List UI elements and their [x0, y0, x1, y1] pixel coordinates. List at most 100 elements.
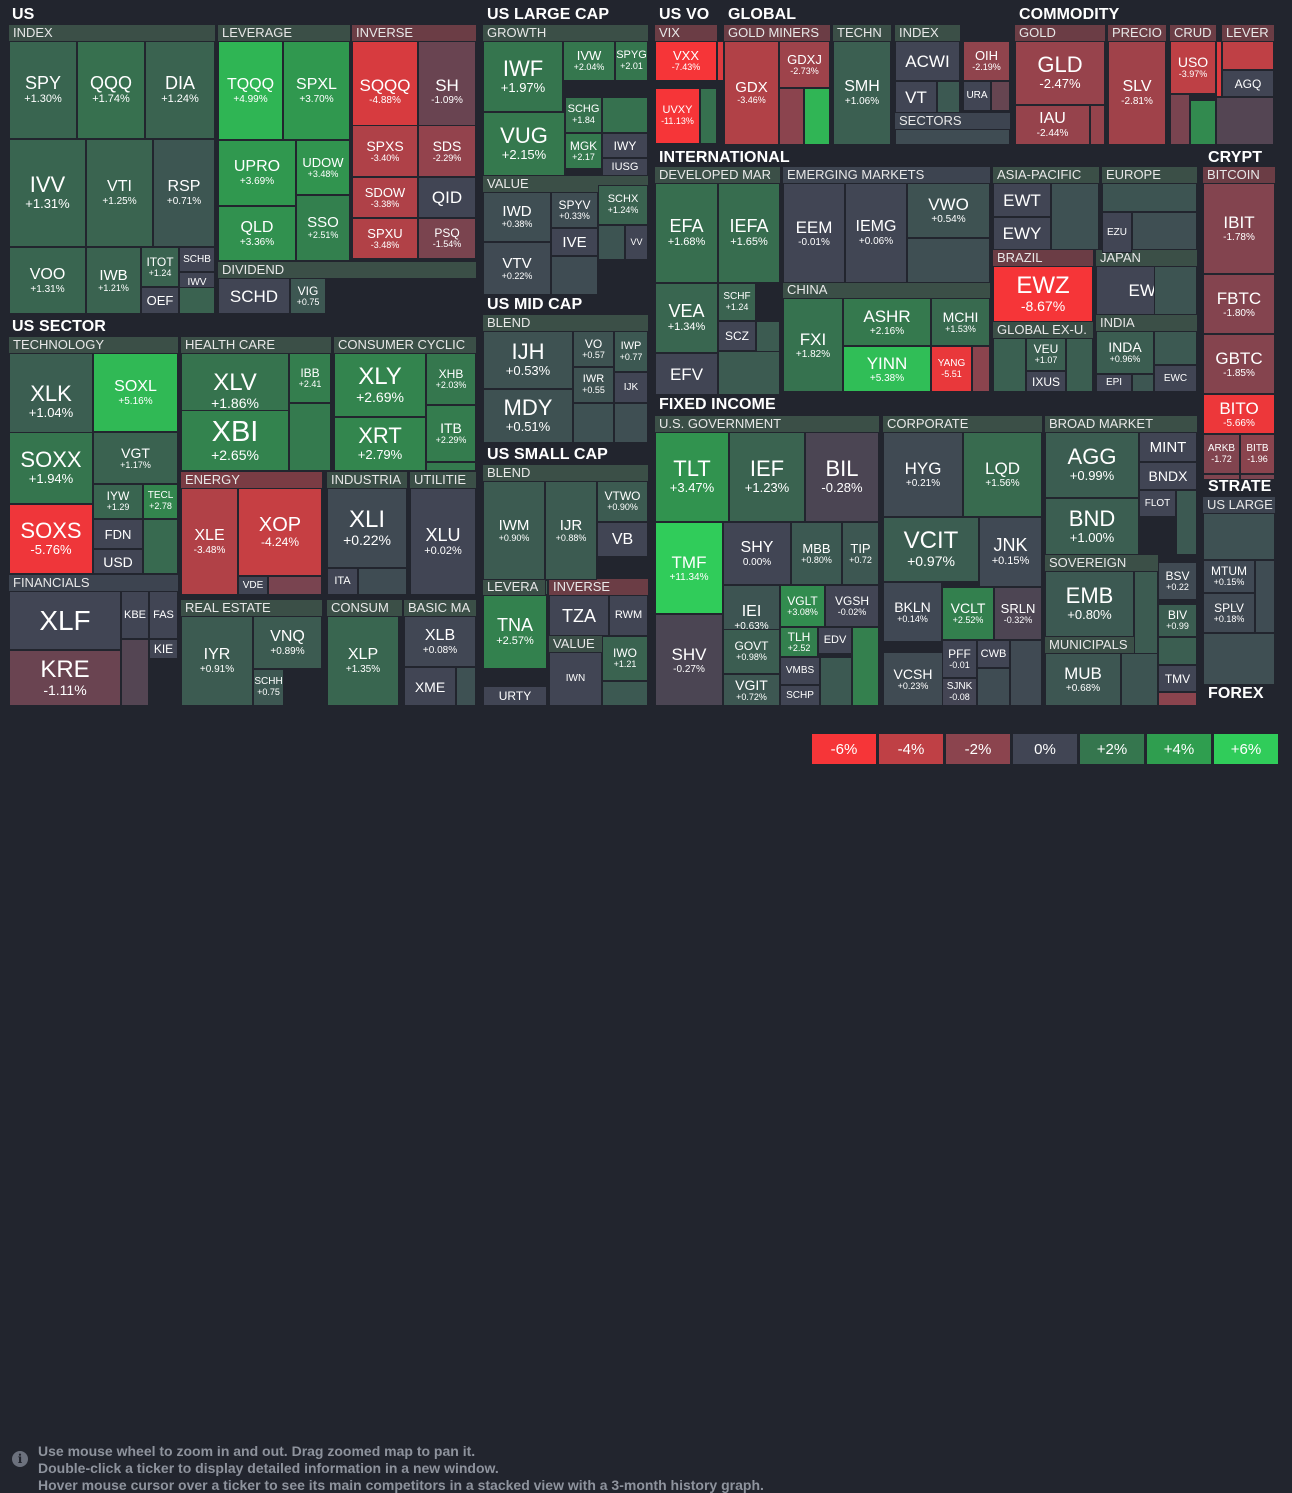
ticker-tile-vti[interactable]: VTI +1.25%	[86, 139, 153, 247]
minor-ticker-block[interactable]	[1216, 97, 1274, 145]
ticker-tile-soxx[interactable]: SOXX +1.94%	[9, 432, 93, 504]
minor-ticker-block[interactable]	[717, 41, 724, 81]
ticker-tile-vea[interactable]: VEA +1.34%	[655, 283, 718, 353]
ticker-tile-schx[interactable]: SCHX +1.24%	[598, 185, 648, 225]
minor-ticker-block[interactable]	[426, 462, 476, 471]
minor-ticker-block[interactable]	[289, 403, 331, 471]
ticker-tile-kre[interactable]: KRE -1.11%	[9, 650, 121, 706]
ticker-tile-iwm[interactable]: IWM +0.90%	[483, 481, 545, 580]
minor-ticker-block[interactable]	[1132, 374, 1154, 392]
ticker-tile-mchi[interactable]: MCHI +1.53%	[931, 298, 990, 346]
ticker-tile-uso[interactable]: USO -3.97%	[1170, 41, 1216, 94]
ticker-tile-soxl[interactable]: SOXL +5.16%	[93, 353, 178, 432]
minor-ticker-block[interactable]	[1255, 560, 1275, 633]
ticker-tile-ewz[interactable]: EWZ -8.67%	[993, 266, 1093, 322]
minor-ticker-block[interactable]	[1170, 94, 1190, 145]
minor-ticker-block[interactable]	[602, 97, 648, 133]
ticker-tile-qld[interactable]: QLD +3.36%	[218, 206, 296, 261]
ticker-tile-veu[interactable]: VEU +1.07	[1026, 338, 1066, 371]
minor-ticker-block[interactable]	[602, 681, 648, 706]
minor-ticker-block[interactable]	[1216, 41, 1222, 97]
ticker-tile-bndx[interactable]: BNDX	[1139, 462, 1197, 490]
ticker-tile-iemg[interactable]: IEMG +0.06%	[845, 183, 907, 283]
ticker-tile-vb[interactable]: VB	[597, 522, 648, 557]
minor-ticker-block[interactable]	[1066, 338, 1093, 392]
minor-ticker-block[interactable]	[972, 346, 990, 392]
ticker-tile-mbb[interactable]: MBB +0.80%	[791, 522, 842, 585]
ticker-tile-gdxj[interactable]: GDXJ -2.73%	[779, 41, 830, 88]
ticker-tile-xme[interactable]: XME	[404, 667, 456, 706]
ticker-tile-srln[interactable]: SRLN -0.32%	[994, 587, 1042, 640]
ticker-tile-ixus[interactable]: IXUS	[1026, 371, 1066, 392]
ticker-tile-sds[interactable]: SDS -2.29%	[418, 125, 476, 177]
minor-ticker-block[interactable]	[852, 627, 879, 706]
ticker-tile-tmf[interactable]: TMF +11.34%	[655, 522, 723, 614]
minor-ticker-block[interactable]	[1240, 474, 1275, 480]
ticker-tile-spxs[interactable]: SPXS -3.40%	[352, 125, 418, 177]
ticker-tile-efv[interactable]: EFV	[655, 353, 718, 395]
ticker-tile-sjnk[interactable]: SJNK -0.08	[942, 678, 977, 706]
ticker-tile-fdn[interactable]: FDN	[93, 519, 143, 549]
ticker-tile-qqq[interactable]: QQQ +1.74%	[77, 41, 145, 139]
ticker-tile-flot[interactable]: FLOT	[1139, 490, 1176, 517]
ticker-tile-iau[interactable]: IAU -2.44%	[1015, 105, 1090, 145]
minor-ticker-block[interactable]	[573, 403, 614, 443]
ticker-tile-urty[interactable]: URTY	[483, 686, 547, 706]
ticker-tile-spxl[interactable]: SPXL +3.70%	[283, 41, 350, 140]
minor-ticker-block[interactable]	[456, 667, 476, 706]
ticker-tile-iwf[interactable]: IWF +1.97%	[483, 41, 563, 112]
ticker-tile-tip[interactable]: TIP +0.72	[842, 522, 879, 585]
minor-ticker-block[interactable]	[1158, 637, 1197, 665]
ticker-tile-agq[interactable]: AGQ	[1222, 70, 1274, 97]
ticker-tile-vmbs[interactable]: VMBS	[780, 657, 820, 685]
ticker-tile-bitb[interactable]: BITB -1.96	[1240, 434, 1275, 474]
ticker-tile-vde[interactable]: VDE	[238, 576, 268, 595]
ticker-tile-udow[interactable]: UDOW +3.48%	[296, 140, 350, 195]
minor-ticker-block[interactable]	[143, 519, 178, 574]
ticker-tile-mdy[interactable]: MDY +0.51%	[483, 389, 573, 443]
ticker-tile-hyg[interactable]: HYG +0.21%	[883, 432, 963, 517]
ticker-tile-ibb[interactable]: IBB +2.41	[289, 353, 331, 403]
ticker-tile-oih[interactable]: OIH -2.19%	[963, 41, 1010, 81]
ticker-tile-vnq[interactable]: VNQ +0.89%	[253, 616, 322, 669]
ticker-tile-tlh[interactable]: TLH +2.52	[780, 627, 818, 657]
ticker-tile-iwn[interactable]: IWN	[549, 652, 602, 706]
ticker-tile-xle[interactable]: XLE -3.48%	[181, 488, 238, 595]
ticker-tile-schf[interactable]: SCHF +1.24	[718, 283, 756, 321]
ticker-tile-schh[interactable]: SCHH +0.75	[253, 669, 284, 706]
ticker-tile-vxx[interactable]: VXX -7.43%	[655, 41, 717, 81]
ticker-tile-sdow[interactable]: SDOW -3.38%	[352, 177, 418, 218]
ticker-tile-cwb[interactable]: CWB	[977, 640, 1010, 668]
ticker-tile-splv[interactable]: SPLV +0.18%	[1203, 593, 1255, 633]
ticker-tile-xbi[interactable]: XBI +2.65%	[181, 410, 289, 471]
ticker-tile-schd[interactable]: SCHD	[218, 278, 290, 314]
ticker-tile-iwd[interactable]: IWD +0.38%	[483, 192, 551, 242]
ticker-tile-bkln[interactable]: BKLN +0.14%	[883, 582, 942, 642]
ticker-tile-iwo[interactable]: IWO +1.21	[602, 636, 648, 681]
ticker-tile-xhb[interactable]: XHB +2.03%	[426, 353, 476, 405]
ticker-tile-vglt[interactable]: VGLT +3.08%	[780, 585, 825, 627]
ticker-tile-kie[interactable]: KIE	[149, 639, 178, 659]
ticker-tile-iyw[interactable]: IYW +1.29	[93, 484, 143, 519]
ticker-tile-schg[interactable]: SCHG +1.84	[565, 97, 602, 133]
minor-ticker-block[interactable]	[1132, 212, 1197, 250]
ticker-tile-soxs[interactable]: SOXS -5.76%	[9, 504, 93, 574]
ticker-tile-scz[interactable]: SCZ	[718, 321, 756, 351]
ticker-tile-ijh[interactable]: IJH +0.53%	[483, 331, 573, 389]
ticker-tile-agg[interactable]: AGG +0.99%	[1045, 432, 1139, 498]
ticker-tile-xlb[interactable]: XLB +0.08%	[404, 616, 476, 667]
ticker-tile-tna[interactable]: TNA +2.57%	[483, 595, 547, 669]
ticker-tile-smh[interactable]: SMH +1.06%	[833, 41, 891, 145]
minor-ticker-block[interactable]	[895, 129, 1010, 145]
ticker-tile-ijk[interactable]: IJK	[614, 372, 648, 403]
ticker-tile-vtwo[interactable]: VTWO +0.90%	[597, 481, 648, 522]
minor-ticker-block[interactable]	[179, 287, 215, 314]
minor-ticker-block[interactable]	[779, 88, 804, 145]
ticker-tile-bil[interactable]: BIL -0.28%	[805, 432, 879, 522]
ticker-tile-ita[interactable]: ITA	[327, 568, 358, 595]
ticker-tile-ura[interactable]: URA	[963, 81, 991, 111]
minor-ticker-block[interactable]	[756, 321, 780, 353]
ticker-tile-vv[interactable]: VV	[625, 225, 648, 260]
ticker-tile-sh[interactable]: SH -1.09%	[418, 41, 476, 141]
ticker-tile-gld[interactable]: GLD -2.47%	[1015, 41, 1105, 105]
